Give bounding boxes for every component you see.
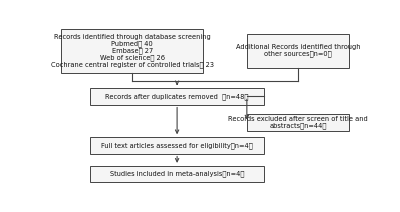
Text: Records excluded after screen of title and: Records excluded after screen of title a… (228, 116, 368, 122)
Text: Cochrane central register of controlled trials： 23: Cochrane central register of controlled … (51, 61, 214, 68)
Text: Records identified through database screening: Records identified through database scre… (54, 34, 210, 40)
FancyBboxPatch shape (247, 34, 349, 68)
FancyBboxPatch shape (90, 166, 264, 182)
Text: Additional Records identified through: Additional Records identified through (236, 44, 360, 50)
Text: Pubmed： 40: Pubmed： 40 (111, 40, 153, 47)
Text: Web of science： 26: Web of science： 26 (100, 54, 165, 61)
Text: abstracts（n=44）: abstracts（n=44） (269, 123, 327, 129)
Text: Embase： 27: Embase： 27 (112, 47, 153, 54)
FancyBboxPatch shape (90, 88, 264, 105)
FancyBboxPatch shape (61, 29, 204, 73)
Text: Full text articles assessed for eligibility（n=4）: Full text articles assessed for eligibil… (101, 142, 253, 149)
FancyBboxPatch shape (90, 137, 264, 153)
Text: other sources（n=0）: other sources（n=0） (264, 51, 332, 57)
Text: Records after duplicates removed  （n=48）: Records after duplicates removed （n=48） (106, 93, 249, 100)
Text: Studies included in meta-analysis（n=4）: Studies included in meta-analysis（n=4） (110, 171, 244, 177)
FancyBboxPatch shape (247, 114, 349, 131)
